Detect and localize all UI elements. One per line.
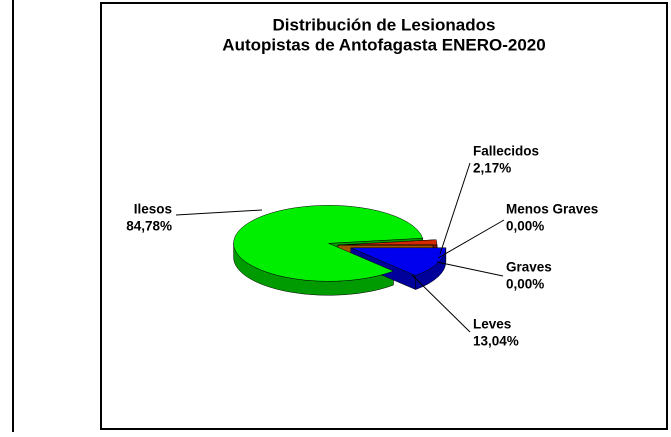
slice-name: Graves xyxy=(506,260,552,275)
slice-name: Fallecidos xyxy=(473,144,539,159)
slice-value: 13,04% xyxy=(473,334,519,349)
slice-value: 2,17% xyxy=(473,161,511,176)
slice-value: 0,00% xyxy=(506,219,544,234)
chart-title: Distribución de Lesionados xyxy=(273,15,496,34)
slice-value: 0,00% xyxy=(506,277,544,292)
slice-name: Ilesos xyxy=(134,202,172,217)
slice-value: 84,78% xyxy=(126,219,172,234)
slice-name: Leves xyxy=(473,317,511,332)
slice-name: Menos Graves xyxy=(506,202,598,217)
chart-subtitle: Autopistas de Antofagasta ENERO-2020 xyxy=(222,35,545,54)
